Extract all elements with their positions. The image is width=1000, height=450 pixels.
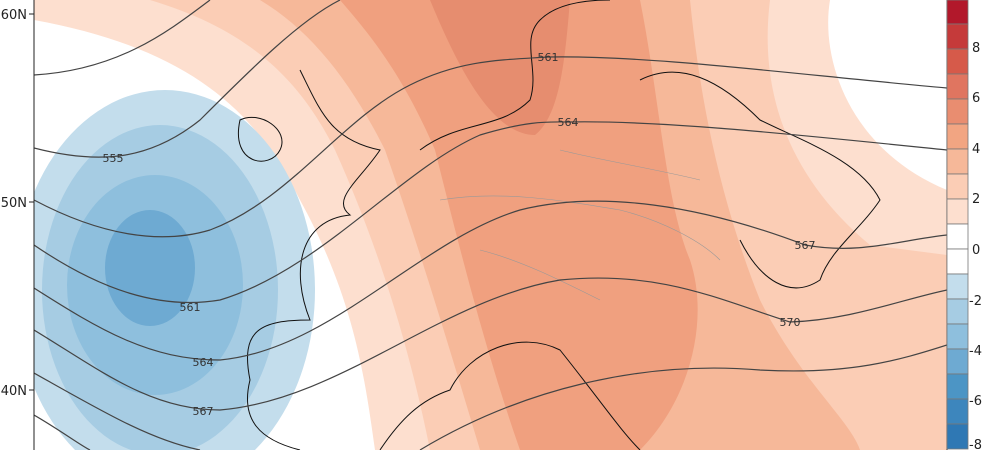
contour-line [34, 0, 211, 76]
colorbar-tick: 8 [972, 41, 980, 56]
lat-label-50n: 50N [1, 196, 27, 211]
anomaly-fill [34, 0, 947, 450]
colorbar-segment [946, 0, 969, 25]
colorbar-segment [946, 273, 969, 300]
coastlines [237, 0, 881, 450]
colorbar-tick: -8 [969, 438, 982, 450]
colorbar-segment [946, 373, 969, 400]
colorbar-tick: -4 [969, 344, 982, 359]
contour-label: 564 [193, 356, 214, 369]
colorbar-segment [946, 348, 969, 375]
colorbar-tick: 4 [972, 142, 980, 157]
contour-line [34, 0, 341, 158]
colorbar-segment [946, 248, 969, 275]
colorbar-tick: 2 [972, 192, 980, 207]
anomaly-4-5 [340, 0, 698, 450]
contour-labels: 555 561 561 564 564 567 567 570 [103, 51, 816, 418]
contour-line [34, 277, 947, 411]
contour-label: 567 [795, 239, 816, 252]
contour-line [419, 344, 947, 450]
contour-line [34, 414, 91, 450]
colorbar-segment [946, 73, 969, 100]
contour-label: 555 [103, 152, 124, 165]
colorbar-segment [946, 323, 969, 350]
contour-line [34, 200, 947, 361]
anomaly-neg-4-5 [105, 210, 195, 326]
latitude-axis: 60N 50N 40N [1, 8, 34, 399]
colorbar-segment [946, 148, 969, 175]
colorbar-tick: 6 [972, 91, 980, 106]
contour-label: 561 [538, 51, 559, 64]
contour-label: 570 [780, 316, 801, 329]
contour-label: 561 [180, 301, 201, 314]
colorbar-segment [946, 173, 969, 200]
lat-label-40n: 40N [1, 384, 27, 399]
colorbar-tick: -2 [969, 294, 982, 309]
colorbar-segment [946, 198, 969, 225]
colorbar-segment [946, 223, 969, 250]
colorbar-segment [946, 298, 969, 325]
colorbar-segment [946, 423, 969, 450]
anomaly-5-6 [430, 0, 570, 135]
contour-line [34, 372, 201, 450]
contour-label: 567 [193, 405, 214, 418]
contour-line [34, 56, 947, 238]
colorbar-segment [946, 23, 969, 50]
colorbar-tick: -6 [969, 394, 982, 409]
colorbar [946, 0, 969, 450]
colorbar-segment [946, 48, 969, 75]
contour-label: 564 [558, 116, 579, 129]
geopotential-contours [34, 0, 947, 450]
colorbar-segment [946, 98, 969, 125]
colorbar-tick: 0 [972, 243, 980, 258]
contour-line [34, 121, 947, 304]
lat-label-60n: 60N [1, 8, 27, 23]
colorbar-segment [946, 123, 969, 150]
colorbar-ticks: 8 6 4 2 0 -2 -4 -6 -8 [969, 41, 982, 450]
colorbar-segment [946, 398, 969, 425]
